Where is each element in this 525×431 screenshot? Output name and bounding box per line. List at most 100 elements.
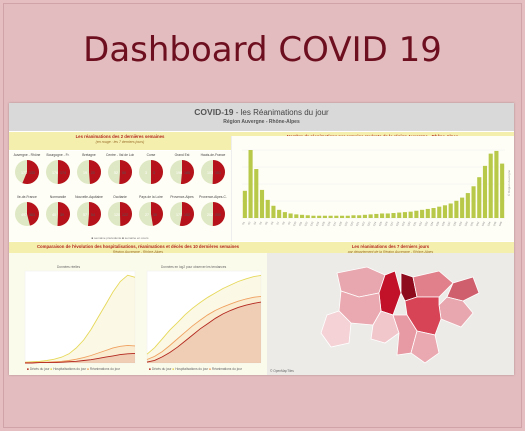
bar [294, 214, 299, 218]
bar-tick-label: S42 [475, 220, 481, 226]
map-svg [267, 253, 514, 375]
bar [288, 213, 293, 218]
pie-value-previous: 20 [91, 171, 95, 175]
legend-hosp-r: Hospitalisations du jour [175, 367, 209, 371]
pie-cell: Grand Est 196 185 [168, 153, 196, 191]
pie-value-previous: 133 [29, 171, 35, 175]
pie-chart: 202 200 [201, 202, 225, 226]
bar-tick-label: S21 [355, 220, 361, 226]
bars-side-label: © Région Auvergne [507, 170, 511, 196]
bar-tick-label: S5 [264, 220, 269, 225]
bar [282, 212, 287, 218]
pie-value-previous: 50 [122, 171, 126, 175]
evol-area-deces [25, 353, 135, 363]
bar-tick-label: S16 [326, 220, 332, 226]
pies-panel-title: Les réanimations des 2 dernières semaine… [75, 134, 165, 139]
bar [357, 215, 362, 218]
pies-legend: ■ semaine précédente ■ semaine en cours [91, 236, 149, 240]
pie-slice-current [22, 160, 39, 184]
bar [345, 215, 350, 218]
pie-value-current: 171 [21, 171, 27, 175]
bar-tick-label: S46 [498, 220, 504, 226]
bar [242, 190, 247, 218]
pie-value-previous: 174 [60, 171, 66, 175]
pie-value-current: 52 [114, 171, 118, 175]
legend-rea: Réanimations du jour [89, 367, 121, 371]
bar-tick-label: S3 [252, 220, 257, 225]
bar-tick-label: S30 [406, 220, 412, 226]
dept-cantal [320, 310, 352, 348]
evol-area-hosp [25, 275, 135, 363]
pie-slice-current [27, 202, 39, 226]
dashboard-screenshot: COVID-19 - les Réanimations du jour Régi… [9, 103, 514, 375]
pie-slice-current [120, 202, 133, 226]
pie-cell: Nouvelle-Aquitaine 57 54 [75, 195, 103, 233]
pie-slice-current [212, 160, 225, 184]
bar [442, 205, 448, 218]
dept-drome [410, 330, 440, 364]
header-region: Région Auvergne - Rhône-Alpes [223, 119, 300, 125]
header-title-suffix: - les Réanimations du jour [235, 108, 329, 117]
pie-cell: Provence-Alpes-C. 202 200 [199, 195, 227, 233]
pies-grid: Auvergne - Rhône 171 133 Bourgogne - Fr. 176… [9, 151, 231, 241]
map-panel-subtitle: par département de la Région Auvergne - … [347, 250, 434, 254]
bar-tick-label: S40 [463, 220, 469, 226]
evol-line-deces [146, 301, 262, 363]
bar [311, 215, 316, 218]
region-map[interactable]: © OpenMapTiles [267, 253, 514, 375]
evol-line-deces [25, 352, 136, 364]
bar-tick-label: S15 [321, 220, 327, 226]
pie-label: Auvergne - Rhône [13, 153, 41, 157]
bar [334, 215, 339, 218]
pie-value-previous: 3 [153, 171, 155, 175]
evol-panel-subtitle: Région Auvergne - Rhône-Alpes [112, 250, 164, 254]
pie-cell: Hauts-de-France 103 101 [199, 153, 227, 191]
pie-cell: Bretagne 19 20 [75, 153, 103, 191]
pie-cell: Centre - Val de Loire 52 50 [106, 153, 134, 191]
bar-tick-label: S37 [446, 220, 452, 226]
pie-value-current: 497 [21, 213, 27, 217]
evol-left-caption: Données réelles [57, 265, 81, 269]
bar-tick-label: S18 [338, 220, 344, 226]
bar-tick-label: S35 [435, 220, 441, 226]
bar [368, 214, 373, 218]
bar [339, 215, 345, 218]
bar [254, 169, 259, 218]
pie-chart: 176 174 [46, 160, 70, 184]
pie-value-previous: 30 [153, 213, 157, 217]
evol-svg [24, 270, 262, 364]
pie-slice-current [57, 202, 70, 226]
bar [425, 208, 430, 218]
pie-value-previous: 39 [60, 213, 64, 217]
bar [277, 209, 282, 218]
bar-tick-label: S28 [395, 220, 401, 226]
pie-chart: 120 122 [108, 202, 133, 226]
bar [322, 215, 327, 218]
pie-cell: Corse 3 3 [137, 153, 165, 191]
pie-value-current: 103 [207, 171, 213, 175]
pie-chart: 40 39 [46, 202, 70, 226]
pie-value-current: 57 [83, 213, 87, 217]
pie-value-current: 202 [207, 213, 213, 217]
pie-slice-current [57, 160, 70, 184]
bar [391, 213, 396, 218]
pie-value-previous: 583 [29, 213, 35, 217]
pie-chart: 27 30 [139, 202, 163, 226]
pie-label: Provence-Alpes-C. [199, 195, 227, 199]
pie-cell: Auvergne - Rhône 171 133 [13, 153, 41, 191]
pie-value-previous: 152 [184, 213, 190, 217]
bar-tick-label: S38 [452, 220, 458, 226]
bar [420, 209, 425, 218]
header-title-prefix: COVID-19 [194, 107, 234, 117]
pie-label: Ile-de-France [17, 195, 37, 199]
pie-label: Pays de la Loire [139, 195, 163, 199]
bar-tick-label: S32 [418, 220, 424, 226]
pie-slice-current [180, 160, 194, 184]
pie-chart: 171 152 [170, 202, 194, 226]
legend-deces-r: Décès du jour [151, 367, 172, 371]
evol-panel-title: Comparaison de l'évolution des hospitali… [36, 244, 240, 249]
pie-slice-current [179, 202, 194, 226]
bar [374, 213, 379, 218]
pie-cell: Pays de la Loire 27 30 [137, 195, 165, 233]
